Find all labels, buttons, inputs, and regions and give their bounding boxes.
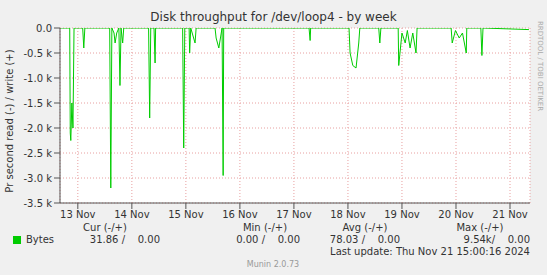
- svg-text:16 Nov: 16 Nov: [222, 209, 258, 220]
- html-text:0.00 / 0.00: 0.00 / 0.00: [236, 234, 300, 245]
- html-text:Munin 2.0.73: Munin 2.0.73: [246, 260, 300, 269]
- svg-text:19 Nov: 19 Nov: [384, 209, 420, 220]
- svg-text:18 Nov: 18 Nov: [330, 209, 366, 220]
- html-text:31.86 / 0.00: 31.86 / 0.00: [89, 234, 160, 245]
- html-text:Disk throughput for /dev/loop4: Disk throughput for /dev/loop4 - by week: [150, 10, 397, 24]
- svg-text:21 Nov: 21 Nov: [492, 209, 528, 220]
- html-text:Cur (-/+): Cur (-/+): [83, 222, 127, 233]
- svg-text:-1.5 k: -1.5 k: [24, 98, 53, 109]
- html-text:Min (-/+): Min (-/+): [243, 222, 287, 233]
- svg-text:0.0: 0.0: [36, 23, 52, 34]
- html-text:Bytes: Bytes: [26, 234, 55, 245]
- svg-text:-3.5 k: -3.5 k: [24, 198, 53, 209]
- svg-text:-3.0 k: -3.0 k: [24, 173, 53, 184]
- svg-text:14 Nov: 14 Nov: [114, 209, 150, 220]
- html-text:Last update: Thu Nov 21 15:00:: Last update: Thu Nov 21 15:00:16 2024: [330, 246, 530, 257]
- svg-text:-2.5 k: -2.5 k: [24, 148, 53, 159]
- html-text:Max (-/+): Max (-/+): [456, 222, 504, 233]
- svg-text:17 Nov: 17 Nov: [276, 209, 312, 220]
- svg-text:-0.5 k: -0.5 k: [24, 48, 53, 59]
- html-text:78.03 / 0.00: 78.03 / 0.00: [329, 234, 400, 245]
- html-text:RRDTOOL / TOBI OETIKER: RRDTOOL / TOBI OETIKER: [536, 20, 544, 112]
- html-text:9.54k/ 0.00: 9.54k/ 0.00: [463, 234, 530, 245]
- svg-text:-2.0 k: -2.0 k: [24, 123, 53, 134]
- svg-text:20 Nov: 20 Nov: [438, 209, 474, 220]
- html-text:Pr second read (-) / write (+): Pr second read (-) / write (+): [4, 49, 15, 193]
- html-text:Avg (-/+): Avg (-/+): [342, 222, 388, 233]
- svg-text:13 Nov: 13 Nov: [60, 209, 96, 220]
- svg-text:-1.0 k: -1.0 k: [24, 73, 53, 84]
- svg-text:15 Nov: 15 Nov: [168, 209, 204, 220]
